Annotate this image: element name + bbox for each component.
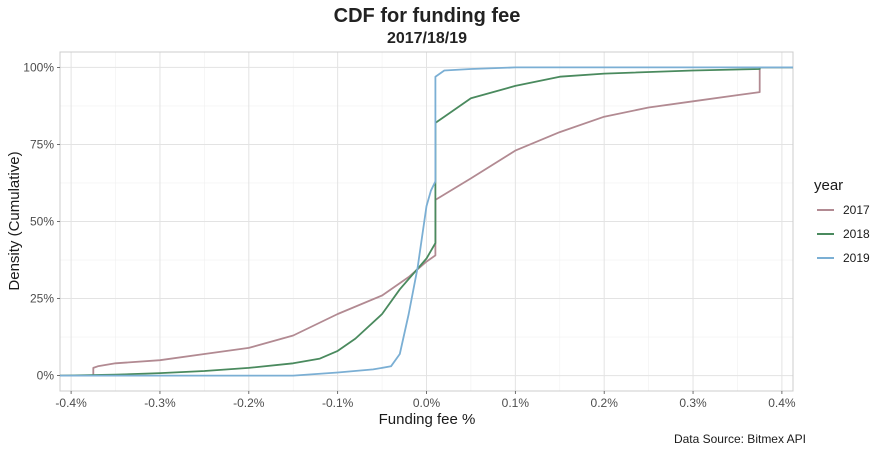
series-line-2018 (59, 66, 793, 377)
series-line-2017 (60, 66, 793, 377)
legend-items: 2017 2018 2019 (817, 203, 870, 265)
y-axis-title: Density (Cumulative) (6, 151, 23, 290)
y-tick-label: 75% (30, 137, 54, 151)
chart-title: CDF for funding fee (334, 5, 521, 27)
x-axis-ticks: -0.4% -0.3% -0.2% -0.1% 0.0% 0.1% 0.2% 0.3% 0.4% (55, 391, 796, 410)
y-tick-label: 100% (23, 60, 54, 74)
caption: Data Source: Bitmex API (674, 432, 806, 446)
x-tick-label: -0.3% (144, 396, 176, 410)
series-lines (59, 66, 793, 377)
x-tick-label: 0.0% (413, 396, 441, 410)
legend: year 2017 2018 2019 (814, 177, 870, 265)
x-tick-label: -0.4% (55, 396, 87, 410)
x-axis-title: Funding fee % (379, 411, 476, 428)
x-tick-label: 0.2% (591, 396, 619, 410)
legend-title: year (814, 177, 843, 194)
x-tick-label: 0.4% (768, 396, 796, 410)
chart-subtitle: 2017/18/19 (387, 30, 467, 47)
series-line-2019 (60, 66, 793, 377)
legend-label-2019: 2019 (843, 251, 870, 265)
legend-label-2018: 2018 (843, 227, 870, 241)
y-tick-label: 50% (30, 215, 54, 229)
y-tick-label: 0% (37, 369, 55, 383)
legend-label-2017: 2017 (843, 203, 870, 217)
y-tick-label: 25% (30, 292, 54, 306)
x-tick-label: -0.2% (233, 396, 265, 410)
x-tick-label: 0.3% (679, 396, 707, 410)
x-tick-label: -0.1% (322, 396, 354, 410)
x-tick-label: 0.1% (502, 396, 530, 410)
y-axis-ticks: 0% 25% 50% 75% 100% (23, 60, 60, 383)
